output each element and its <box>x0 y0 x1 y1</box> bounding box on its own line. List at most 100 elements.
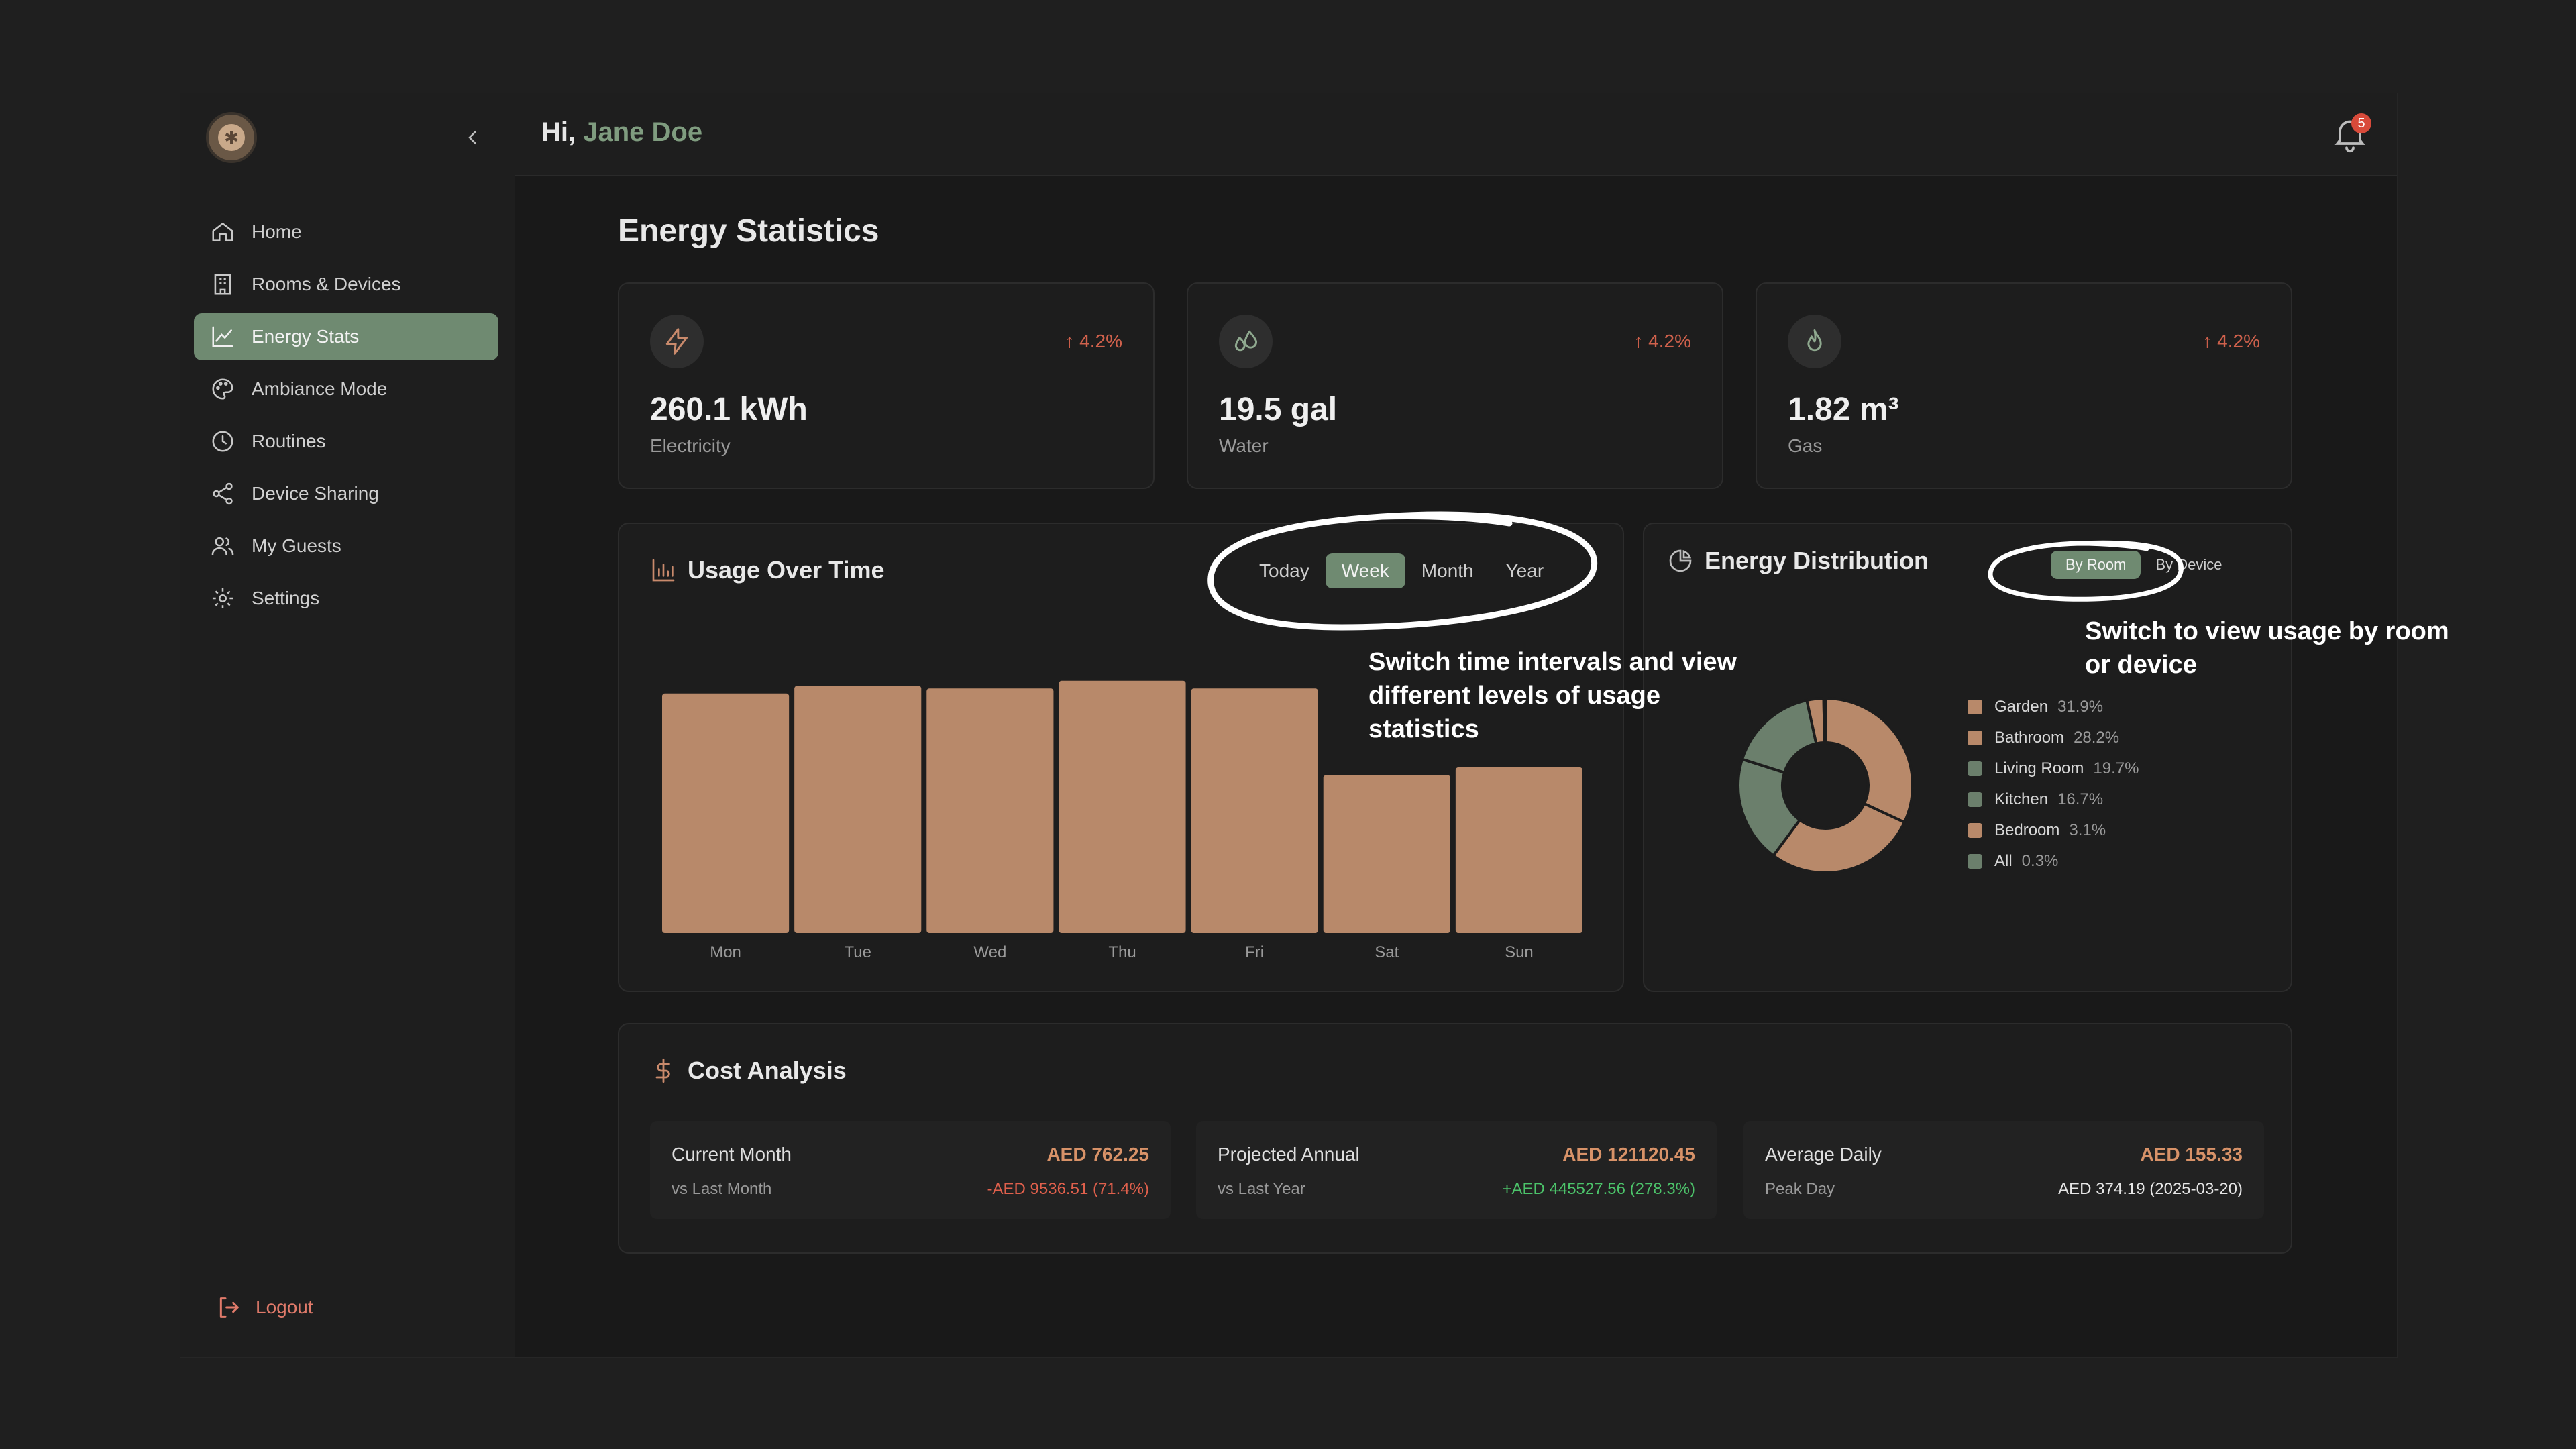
chart-line-icon <box>212 326 233 347</box>
stat-icon-wrap <box>1788 315 1841 368</box>
cost-amount: AED 155.33 <box>2140 1144 2243 1165</box>
sidebar-item-routines[interactable]: Routines <box>194 418 498 465</box>
donut-slice-bathroom[interactable] <box>1771 802 1907 874</box>
tab-week[interactable]: Week <box>1325 553 1405 588</box>
stat-value: 260.1 kWh <box>650 392 808 427</box>
bar-sat[interactable] <box>1323 775 1450 933</box>
distribution-title: Energy Distribution <box>1667 547 1929 575</box>
lightning-icon <box>665 328 688 355</box>
sidebar-nav: Home Rooms & Devices Energy Stats Ambian… <box>194 209 498 627</box>
cost-diff: -AED 9536.51 (71.4%) <box>987 1180 1149 1198</box>
usage-title-text: Usage Over Time <box>688 556 885 584</box>
annotation-distribution-tabs: Switch to view usage by room or device <box>2085 617 2449 679</box>
stat-label: Water <box>1219 435 1269 456</box>
sidebar-item-rooms-devices[interactable]: Rooms & Devices <box>194 261 498 308</box>
app-window: ✱ Home Rooms & Devices Energy Stats Ambi… <box>180 93 2398 1358</box>
sidebar-item-my-guests[interactable]: My Guests <box>194 523 498 570</box>
cost-projected-annual: Projected Annual AED 121120.45 vs Last Y… <box>1196 1121 1717 1219</box>
user-name: Jane Doe <box>583 117 703 147</box>
collapse-sidebar-button[interactable] <box>457 121 489 154</box>
dollar-icon <box>655 1058 670 1083</box>
bar-wed[interactable] <box>926 688 1054 933</box>
sidebar-item-label: Home <box>252 221 302 242</box>
legend-pct: 28.2% <box>2074 729 2120 747</box>
bar-tue[interactable] <box>794 686 922 933</box>
sidebar-item-home[interactable]: Home <box>194 209 498 256</box>
distribution-tabs: By Room By Device <box>2051 551 2237 579</box>
x-tick-label: Mon <box>710 943 741 961</box>
logout-button[interactable]: Logout <box>215 1294 313 1321</box>
stat-label: Electricity <box>650 435 731 456</box>
legend-name: Bathroom <box>1994 729 2065 747</box>
sidebar-item-label: My Guests <box>252 535 341 556</box>
distribution-donut-chart <box>1737 696 1914 874</box>
x-tick-label: Fri <box>1245 943 1264 961</box>
sidebar: ✱ Home Rooms & Devices Energy Stats Ambi… <box>180 93 515 1357</box>
notifications-button[interactable]: 5 <box>2330 113 2371 154</box>
sidebar-item-energy-stats[interactable]: Energy Stats <box>194 313 498 360</box>
legend-item: Bedroom 3.1% <box>1968 815 2139 846</box>
legend-pct: 16.7% <box>2057 790 2104 808</box>
bar-fri[interactable] <box>1191 688 1318 933</box>
legend-swatch <box>1968 792 1982 807</box>
usage-bar-chart: Mon Tue Wed Thu Fri Sat Sun <box>662 680 1582 961</box>
legend-item: All 0.3% <box>1968 846 2139 877</box>
donut-slice-all[interactable] <box>1822 696 1827 745</box>
sidebar-item-device-sharing[interactable]: Device Sharing <box>194 470 498 517</box>
tab-today[interactable]: Today <box>1259 560 1309 581</box>
tab-month[interactable]: Month <box>1421 560 1474 581</box>
time-interval-tabs: Today Week Month Year <box>1243 553 1560 588</box>
legend-swatch <box>1968 823 1982 838</box>
top-bar: Hi, Jane Doe 5 <box>515 93 2397 176</box>
legend-name: All <box>1994 852 2012 870</box>
cost-sub: vs Last Month <box>672 1180 772 1198</box>
sidebar-item-label: Rooms & Devices <box>252 274 401 294</box>
cost-sub: vs Last Year <box>1218 1180 1305 1198</box>
chevron-left-icon <box>468 131 476 144</box>
cost-average-daily: Average Daily AED 155.33 Peak Day AED 37… <box>1743 1121 2264 1219</box>
home-icon <box>212 223 233 241</box>
stat-value: 1.82 m³ <box>1788 392 1899 427</box>
stat-card-electricity: ↑ 4.2% 260.1 kWh Electricity <box>618 282 1155 489</box>
flame-icon <box>1807 329 1822 352</box>
greeting: Hi, Jane Doe <box>541 117 702 148</box>
legend-item: Garden 31.9% <box>1968 692 2139 722</box>
tab-year[interactable]: Year <box>1505 560 1544 581</box>
x-tick-label: Tue <box>844 943 871 961</box>
users-icon <box>211 537 234 555</box>
sidebar-item-ambiance-mode[interactable]: Ambiance Mode <box>194 366 498 413</box>
bar-chart-icon <box>652 559 675 582</box>
x-tick-label: Sun <box>1505 943 1534 961</box>
bar-sun[interactable] <box>1455 767 1582 933</box>
stat-trend: ↑ 4.2% <box>1065 331 1122 352</box>
x-tick-label: Sat <box>1375 943 1399 961</box>
cost-title-text: Cost Analysis <box>688 1057 847 1084</box>
building-icon <box>214 274 231 295</box>
greeting-prefix: Hi, <box>541 117 576 147</box>
stat-card-water: ↑ 4.2% 19.5 gal Water <box>1187 282 1723 489</box>
stat-icon-wrap <box>650 315 704 368</box>
app-logo[interactable]: ✱ <box>206 112 257 163</box>
donut-slice-living-room[interactable] <box>1737 757 1802 858</box>
logout-label: Logout <box>256 1297 313 1318</box>
stat-trend-value: 4.2% <box>1079 331 1122 352</box>
gear-icon <box>212 588 233 609</box>
tab-by-device[interactable]: By Device <box>2155 556 2222 573</box>
sidebar-item-settings[interactable]: Settings <box>194 575 498 622</box>
cost-diff: AED 374.19 (2025-03-20) <box>2058 1180 2243 1198</box>
stat-card-gas: ↑ 4.2% 1.82 m³ Gas <box>1756 282 2292 489</box>
sidebar-item-label: Ambiance Mode <box>252 378 388 399</box>
annotation-ellipse-time-tabs <box>1208 511 1597 631</box>
sidebar-item-label: Energy Stats <box>252 326 360 347</box>
bar-mon[interactable] <box>662 693 790 933</box>
legend-swatch <box>1968 854 1982 869</box>
distribution-title-text: Energy Distribution <box>1705 547 1929 574</box>
stat-trend-value: 4.2% <box>1648 331 1691 352</box>
distribution-legend: Garden 31.9% Bathroom 28.2% Living Room 19.… <box>1968 692 2139 877</box>
legend-pct: 31.9% <box>2057 698 2104 716</box>
tab-by-room[interactable]: By Room <box>2051 551 2141 579</box>
bar-thu[interactable] <box>1059 680 1186 933</box>
legend-pct: 0.3% <box>2021 852 2059 870</box>
donut-slice-garden[interactable] <box>1824 696 1914 824</box>
page-title: Energy Statistics <box>618 213 879 249</box>
